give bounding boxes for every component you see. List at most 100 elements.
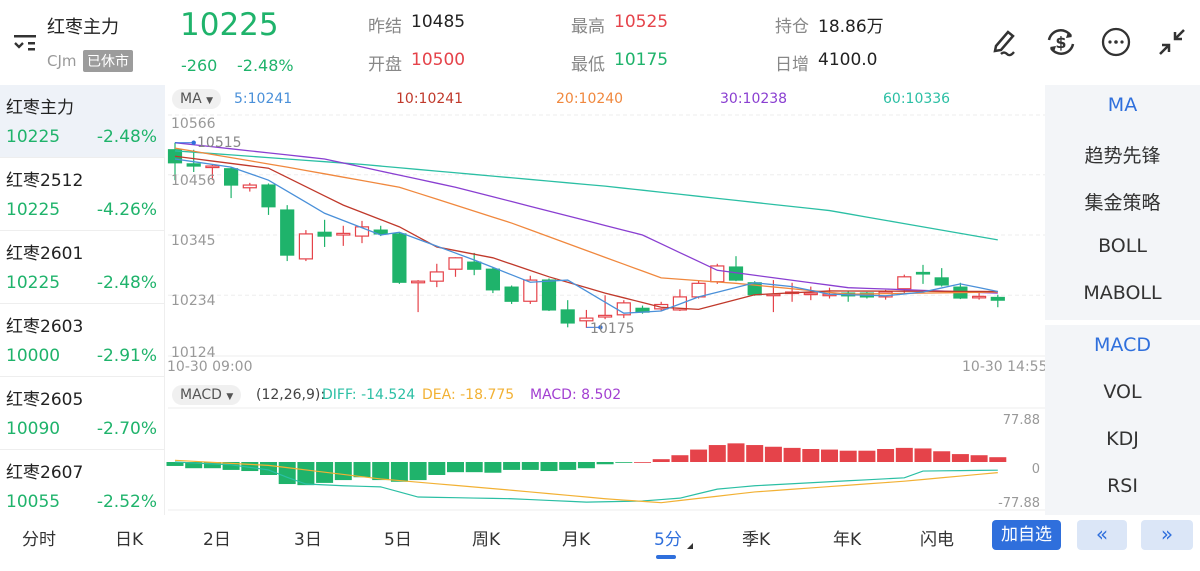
contract-list-item[interactable]: 红枣主力 10225 -2.48%: [0, 85, 165, 158]
contract-item-name: 红枣主力: [6, 98, 74, 118]
low-annotation: 10175: [590, 321, 635, 337]
macd-bar: [577, 462, 595, 469]
collapse-icon[interactable]: [1156, 26, 1188, 58]
indicator-panel: MA 趋势先锋集金策略 BOLL MABOLL MACD VOL KDJ RSI: [1045, 85, 1200, 515]
macd-bar: [970, 455, 988, 462]
macd-bar: [877, 449, 895, 462]
list-filter-icon[interactable]: [12, 32, 38, 54]
macd-bar: [260, 462, 277, 475]
price-axis-label: 10234: [171, 293, 216, 310]
price-axis-label: 10124: [171, 345, 216, 361]
macd-bar: [222, 462, 240, 470]
period-tab[interactable]: 日K: [115, 530, 144, 550]
macd-bar: [951, 454, 969, 462]
contract-item-name: 红枣2512: [6, 171, 84, 191]
indicator-sub-macd[interactable]: MACD: [1094, 334, 1151, 356]
draw-pen-icon[interactable]: [988, 26, 1020, 58]
macd-bar: [858, 450, 876, 462]
stat-label: 持仓: [775, 17, 809, 37]
contract-list-item[interactable]: 红枣2607 10055 -2.52%: [0, 450, 165, 523]
price-change-pct: -2.48%: [237, 56, 294, 75]
macd-bar: [914, 448, 932, 462]
add-watchlist-button[interactable]: 加自选: [992, 520, 1061, 550]
period-tab[interactable]: 5分: [654, 530, 682, 550]
period-tab[interactable]: 闪电: [920, 530, 954, 550]
contract-item-price: 10225: [6, 200, 61, 220]
ma-legend-ma5: 5:10241: [234, 91, 293, 107]
price-axis-label: 10566: [171, 116, 216, 132]
chart-area: MA ▼ MACD ▼ (12,26,9):: [165, 85, 1045, 415]
macd-bar: [521, 462, 539, 470]
macd-bar: [390, 462, 408, 482]
macd-bar: [203, 462, 221, 469]
macd-bar: [316, 462, 334, 483]
indicator-main-集金策略[interactable]: 集金策略: [1084, 192, 1161, 214]
stat-value: 10485: [411, 12, 466, 32]
panel-divider: [1045, 320, 1200, 325]
indicator-sub-kdj[interactable]: KDJ: [1106, 428, 1139, 450]
currency-exchange-icon[interactable]: $: [1044, 26, 1078, 58]
macd-bar: [802, 449, 820, 462]
macd-bar: [615, 462, 633, 463]
contract-list-item[interactable]: 红枣2512 10225 -4.26%: [0, 158, 165, 231]
svg-text:$: $: [1055, 33, 1066, 52]
macd-axis-label: -77.88: [998, 496, 1040, 511]
quote-header: 红枣主力 CJm 已休市 10225 -260 -2.48% 昨结 10485 开盘…: [0, 0, 1200, 85]
stat-value: 10500: [411, 50, 466, 70]
macd-indicator-dropdown[interactable]: MACD ▼: [172, 385, 242, 405]
market-status-badge: 已休市: [83, 50, 133, 72]
ma-legend-ma10: 10:10241: [396, 91, 464, 107]
period-tab[interactable]: 月K: [562, 530, 591, 550]
caret-down-icon: ▼: [206, 96, 214, 106]
indicator-sub-vol[interactable]: VOL: [1103, 381, 1142, 403]
macd-bar: [989, 457, 1007, 462]
macd-bar: [297, 462, 315, 486]
contract-item-price: 10000: [6, 346, 61, 366]
ma-legend-ma30: 30:10238: [720, 91, 788, 107]
period-tab[interactable]: 年K: [833, 530, 862, 550]
macd-bar: [465, 462, 483, 473]
last-price: 10225: [180, 7, 279, 43]
contract-item-pct: -4.26%: [96, 200, 157, 220]
period-tab[interactable]: 5日: [384, 530, 412, 550]
stat-label: 最高: [571, 17, 605, 37]
stat-label: 日增: [775, 55, 809, 75]
contract-list: 红枣主力 10225 -2.48% 红枣2512 10225 -4.26% 红枣2601 10…: [0, 85, 165, 523]
contract-list-item[interactable]: 红枣2605 10090 -2.70%: [0, 377, 165, 450]
macd-bar: [241, 462, 259, 472]
macd-bar: [746, 445, 764, 462]
stat-value: 10525: [614, 12, 669, 32]
price-change: -260: [181, 56, 218, 75]
contract-list-item[interactable]: 红枣2601 10225 -2.48%: [0, 231, 165, 304]
more-icon[interactable]: [1100, 26, 1132, 58]
indicator-main-趋势先锋[interactable]: 趋势先锋: [1084, 145, 1161, 167]
dea-line: [174, 459, 998, 504]
next-button[interactable]: »: [1141, 520, 1193, 550]
indicator-sub-rsi[interactable]: RSI: [1107, 475, 1138, 497]
macd-bar: [596, 462, 614, 465]
period-tab[interactable]: 2日: [203, 530, 231, 550]
macd-dropdown-label: MACD: [180, 387, 222, 403]
period-tab[interactable]: 周K: [472, 530, 501, 550]
contract-item-pct: -2.48%: [96, 273, 157, 293]
indicator-main-boll[interactable]: BOLL: [1098, 235, 1147, 257]
ma-indicator-dropdown[interactable]: MA ▼: [172, 89, 222, 109]
macd-params: (12,26,9):: [256, 387, 326, 403]
macd-bar: [447, 462, 464, 473]
period-tab[interactable]: 季K: [742, 530, 771, 550]
indicator-main-ma[interactable]: MA: [1107, 94, 1138, 116]
contract-list-item[interactable]: 红枣2603 10000 -2.91%: [0, 304, 165, 377]
macd-axis-label: 77.88: [1002, 413, 1040, 428]
contract-item-pct: -2.91%: [96, 346, 157, 366]
period-tab[interactable]: 3日: [294, 530, 322, 550]
macd-bar: [278, 462, 296, 485]
indicator-main-maboll[interactable]: MABOLL: [1083, 282, 1162, 304]
contract-item-name: 红枣2607: [6, 463, 84, 483]
stat-label: 开盘: [368, 55, 402, 75]
prev-button[interactable]: «: [1077, 520, 1127, 550]
macd-bar: [821, 449, 838, 462]
period-tab[interactable]: 分时: [22, 530, 56, 550]
macd-bar: [334, 462, 352, 481]
contract-item-name: 红枣2601: [6, 244, 84, 264]
active-tab-indicator: [656, 555, 676, 559]
